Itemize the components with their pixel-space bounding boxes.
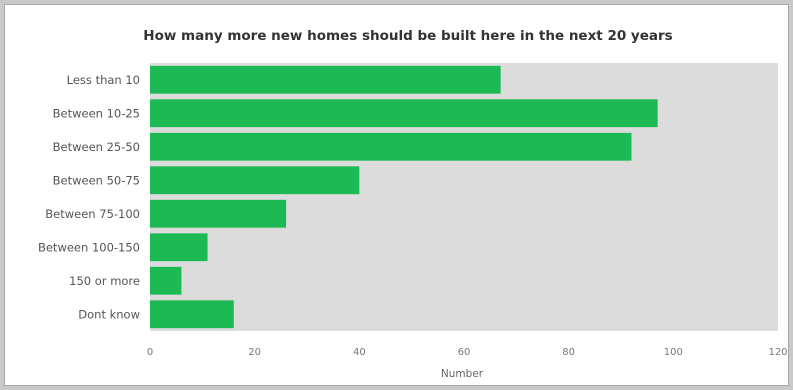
bar [150, 199, 287, 228]
x-axis-label: Number [441, 368, 484, 380]
chart-card: How many more new homes should be built … [4, 4, 789, 386]
x-tick-label: 100 [664, 347, 683, 358]
category-label: Between 10-25 [53, 106, 140, 120]
bar [150, 266, 182, 295]
x-tick-label: 60 [458, 347, 471, 358]
chart-title: How many more new homes should be built … [143, 28, 672, 44]
category-label: Less than 10 [67, 73, 140, 87]
x-tick-label: 20 [248, 347, 261, 358]
category-label: Between 50-75 [53, 173, 140, 187]
x-tick-label: 80 [562, 347, 575, 358]
bar-chart: How many more new homes should be built … [38, 28, 788, 380]
bars-group [150, 65, 658, 329]
x-tick-label: 0 [147, 347, 153, 358]
bar [150, 99, 658, 128]
category-label: Dont know [78, 307, 140, 321]
x-tick-label: 120 [768, 347, 787, 358]
bar [150, 65, 501, 94]
category-label: Between 100-150 [38, 240, 140, 254]
category-labels: Less than 10 Between 10-25 Between 25-50 Be… [38, 73, 140, 322]
x-tick-label: 40 [353, 347, 366, 358]
bar [150, 233, 208, 262]
x-axis-ticks: 0 20 40 60 80 100 120 [147, 347, 788, 358]
bar [150, 132, 632, 161]
category-label: Between 25-50 [53, 140, 140, 154]
bar [150, 300, 234, 329]
category-label: Between 75-100 [45, 207, 140, 221]
category-label: 150 or more [69, 274, 140, 288]
bar [150, 166, 360, 195]
